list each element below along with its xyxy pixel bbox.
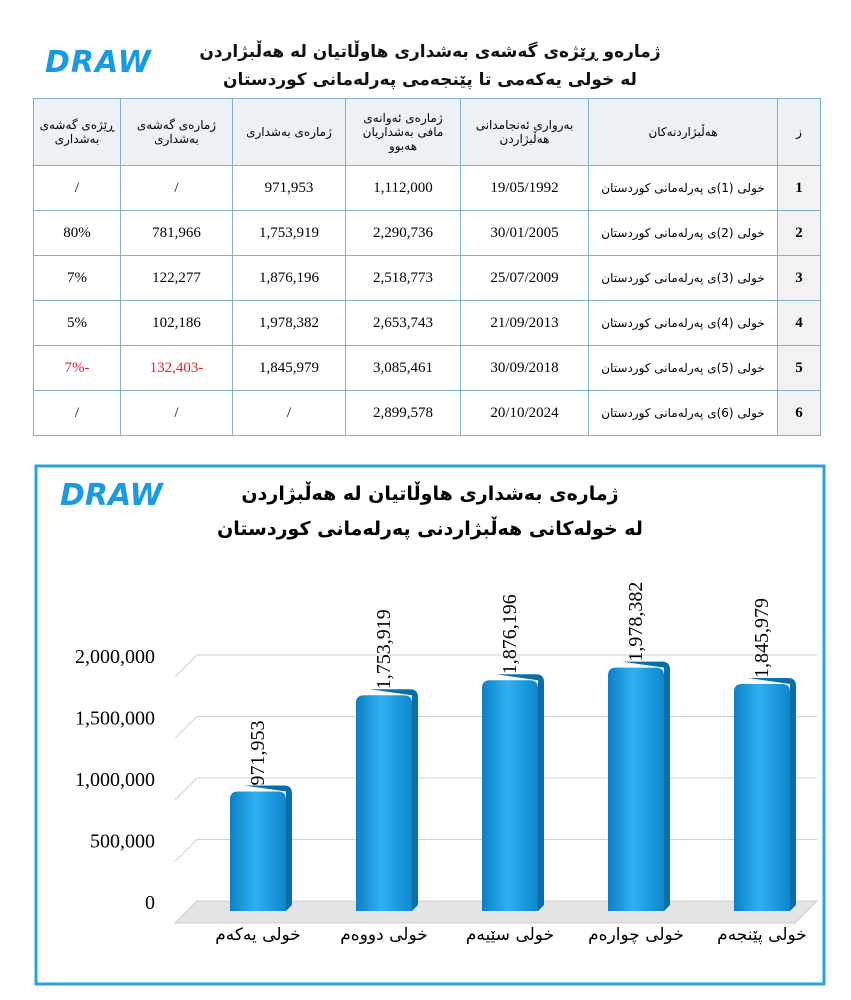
chart-title: لە خولەکانی هەڵبژاردنی پەرلەمانی کوردستا… — [217, 516, 643, 540]
value-label: 971,953 — [247, 720, 269, 785]
table-cell: خولی (2)ی پەرلەمانی کوردستان — [588, 210, 778, 256]
table-cell: 80% — [33, 210, 121, 256]
bar-side — [244, 785, 292, 911]
table-cell: 1,876,196 — [232, 255, 346, 301]
table-row: 1 خولی (1)ی پەرلەمانی کوردستان 19/05/1992 1… — [33, 165, 821, 211]
table-cell: 102,186 — [120, 300, 233, 346]
column-header: ژمارەی ئەوانەی مافی بەشداریان هەبوو — [345, 98, 461, 166]
table-cell: -132,403 — [120, 345, 233, 391]
value-label: 1,978,382 — [625, 582, 647, 662]
column-header: ژمارەی بەشداری — [232, 98, 346, 166]
column-header: بەرواری ئەنجامدانی هەڵبژاردن — [460, 98, 589, 166]
y-tick-label: 0 — [145, 892, 155, 914]
bar-side — [370, 689, 418, 911]
bar — [734, 683, 790, 911]
chart-title: ژمارەی بەشداری هاوڵاتیان لە هەڵبژاردن — [241, 481, 618, 505]
column-header: ڕێژەی گەشەی بەشداری — [33, 98, 121, 166]
grid-line — [174, 900, 198, 924]
table-row: 3 خولی (3)ی پەرلەمانی کوردستان 25/07/2009 2… — [33, 255, 821, 301]
table-cell: 6 — [777, 390, 821, 436]
grid-line — [174, 839, 198, 862]
y-tick-label: 1,000,000 — [75, 769, 155, 791]
table-row: 4 خولی (4)ی پەرلەمانی کوردستان 21/09/2013 2… — [33, 300, 821, 346]
bar — [356, 695, 412, 911]
bar — [230, 791, 286, 911]
table-cell: 2,899,578 — [345, 390, 461, 436]
y-tick-label: 1,500,000 — [75, 708, 155, 730]
value-label: 1,876,196 — [499, 594, 521, 674]
table-cell: 4 — [777, 300, 821, 346]
table-cell: / — [33, 390, 121, 436]
table-cell: / — [120, 390, 233, 436]
table-cell: 781,966 — [120, 210, 233, 256]
bar-side — [496, 674, 544, 911]
column-header: هەڵبژاردنەکان — [588, 98, 778, 166]
table-cell: 5 — [777, 345, 821, 391]
logo: DRAW — [45, 45, 152, 80]
bar — [608, 667, 664, 911]
bar — [482, 680, 538, 911]
table-cell: خولی (6)ی پەرلەمانی کوردستان — [588, 390, 778, 436]
table-cell: 971,953 — [232, 165, 346, 211]
grid-line — [174, 777, 198, 801]
table-cell: -7% — [33, 345, 121, 391]
table-cell: خولی (5)ی پەرلەمانی کوردستان — [588, 345, 778, 391]
y-tick-label: 500,000 — [90, 831, 155, 853]
grid-line — [174, 716, 198, 739]
bar-side — [622, 661, 670, 911]
table-cell: 25/07/2009 — [460, 255, 589, 301]
title-line: لە خولی یەکەمی تا پێنجەمی پەرلەمانی کورد… — [223, 70, 637, 90]
table-cell: 1 — [777, 165, 821, 211]
table-cell: خولی (4)ی پەرلەمانی کوردستان — [588, 300, 778, 346]
table-cell: / — [232, 390, 346, 436]
table-row: 6 خولی (6)ی پەرلەمانی کوردستان 20/10/2024 2… — [33, 390, 821, 436]
title-line: ژمارەو ڕێژەی گەشەی بەشداری هاوڵاتیان لە … — [199, 42, 661, 62]
table-row: 2 خولی (2)ی پەرلەمانی کوردستان 30/01/2005 2… — [33, 210, 821, 256]
table-cell: 1,978,382 — [232, 300, 346, 346]
table-cell: 20/10/2024 — [460, 390, 589, 436]
table: ز هەڵبژاردنەکان بەرواری ئەنجامدانی هەڵبژار… — [33, 98, 821, 436]
y-tick-label: 2,000,000 — [75, 646, 155, 668]
x-tick-label: خولی سێیەم — [466, 925, 554, 945]
grid-line — [174, 654, 198, 678]
header-row: ز هەڵبژاردنەکان بەرواری ئەنجامدانی هەڵبژار… — [33, 98, 821, 166]
value-label: 1,753,919 — [373, 609, 395, 689]
table-cell: / — [33, 165, 121, 211]
chart-frame — [34, 464, 826, 986]
column-header: ژمارەی گەشەی بەشداری — [120, 98, 233, 166]
table-cell: 1,112,000 — [345, 165, 461, 211]
x-tick-label: خولی پێنجەم — [717, 925, 807, 945]
value-label: 1,845,979 — [751, 598, 773, 678]
table-cell: 1,845,979 — [232, 345, 346, 391]
table-cell: خولی (1)ی پەرلەمانی کوردستان — [588, 165, 778, 211]
table-cell: 3,085,461 — [345, 345, 461, 391]
x-tick-label: خولی چوارەم — [588, 925, 684, 945]
table-cell: 19/05/1992 — [460, 165, 589, 211]
table-cell: خولی (3)ی پەرلەمانی کوردستان — [588, 255, 778, 301]
logo: DRAW — [60, 478, 165, 513]
x-tick-label: خولی دووەم — [340, 925, 427, 945]
table-cell: 3 — [777, 255, 821, 301]
table-cell: 2,653,743 — [345, 300, 461, 346]
table-cell: 30/01/2005 — [460, 210, 589, 256]
bar-side — [748, 677, 796, 911]
x-tick-label: خولی یەکەم — [215, 925, 301, 945]
